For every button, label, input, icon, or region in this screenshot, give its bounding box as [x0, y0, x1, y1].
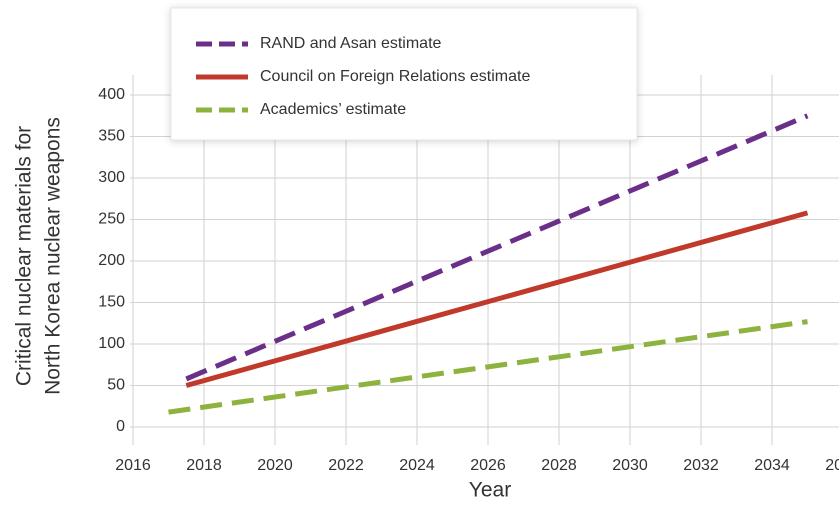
x-tick-label: 2030	[612, 457, 648, 474]
y-axis-title-line-2: North Korea nuclear weapons	[42, 117, 65, 395]
y-tick-labels: 0 50 100 150 200 250 300 350 400	[98, 86, 125, 435]
y-tick-label: 150	[98, 294, 125, 311]
y-tick-label: 250	[98, 211, 125, 228]
legend-label-2: Academics’ estimate	[260, 101, 406, 118]
x-tick-label: 2036	[825, 457, 839, 474]
x-tick-label: 2020	[257, 457, 293, 474]
x-tick-label: 2024	[399, 457, 435, 474]
series-line-2	[168, 319, 808, 415]
y-tick-label: 50	[107, 377, 125, 394]
x-tick-label: 2022	[328, 457, 364, 474]
y-tick-label: 300	[98, 169, 125, 186]
y-axis-title: Critical nuclear materials for North Kor…	[13, 117, 65, 395]
series-line-1	[185, 210, 809, 388]
series-line-0	[185, 113, 809, 382]
x-tick-label: 2034	[754, 457, 790, 474]
x-tick-label: 2018	[186, 457, 222, 474]
y-tick-label: 400	[98, 86, 125, 103]
x-tick-labels: 2016 2018 2020 2022 2024 2026 2028 2030 2032 2034…	[115, 457, 839, 474]
legend-label-1: Council on Foreign Relations estimate	[260, 68, 530, 85]
y-tick-label: 350	[98, 128, 125, 145]
x-tick-label: 2032	[683, 457, 719, 474]
legend-box	[170, 7, 638, 141]
legend-label-0: RAND and Asan estimate	[260, 35, 442, 52]
x-axis-title: Year	[469, 479, 511, 502]
legend: RAND and Asan estimate Council on Foreign…	[170, 7, 638, 141]
y-axis-title-line-1: Critical nuclear materials for	[13, 126, 36, 386]
x-tick-label: 2026	[470, 457, 506, 474]
y-tick-label: 100	[98, 335, 125, 352]
series-lines	[168, 113, 809, 415]
y-tick-label: 200	[98, 252, 125, 269]
x-tick-label: 2016	[115, 457, 151, 474]
y-tick-label: 0	[116, 418, 125, 435]
x-tick-label: 2028	[541, 457, 577, 474]
